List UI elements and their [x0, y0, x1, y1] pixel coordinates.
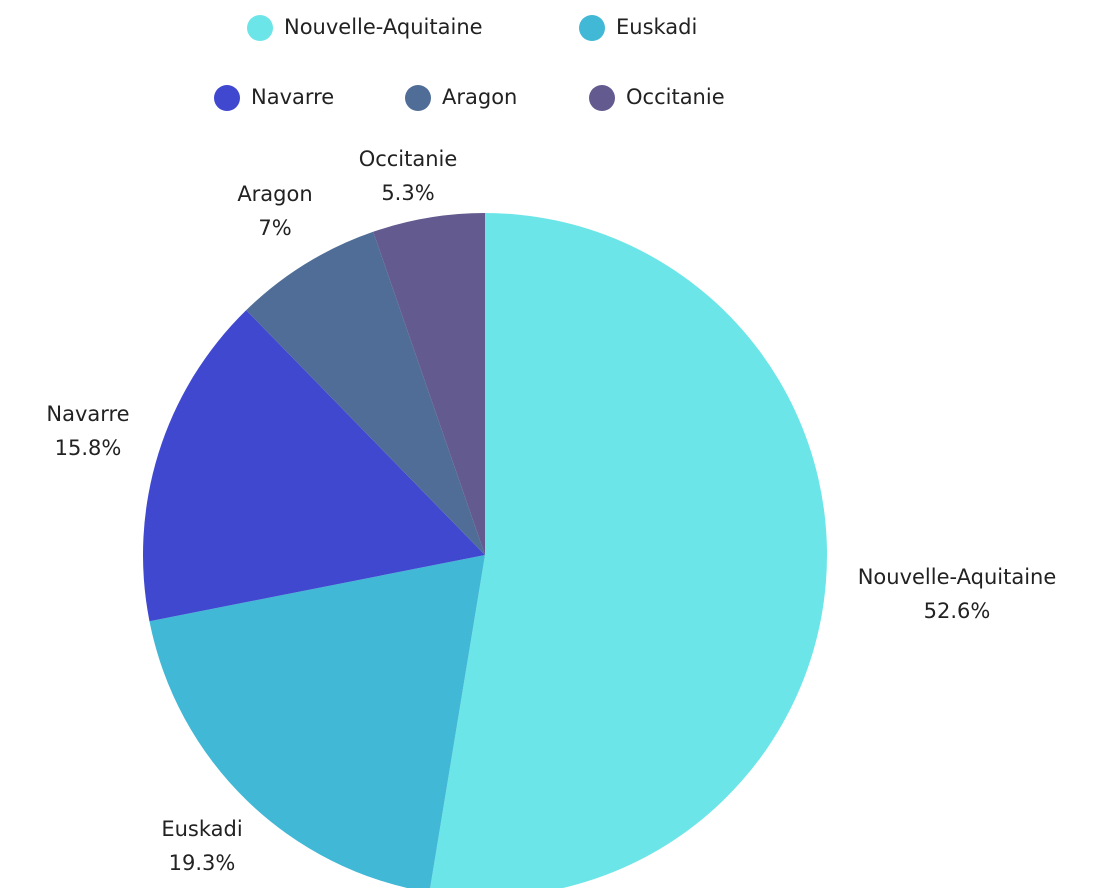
pie-slice	[246, 231, 485, 555]
pie-slice	[430, 213, 827, 888]
slice-label: Nouvelle-Aquitaine	[858, 565, 1057, 589]
legend-label: Euskadi	[616, 15, 697, 39]
legend-label: Occitanie	[626, 85, 725, 109]
pie-slice	[149, 555, 485, 888]
slice-value-label: 7%	[258, 216, 291, 240]
legend-label: Navarre	[251, 85, 334, 109]
slice-label: Aragon	[237, 182, 312, 206]
legend-label: Nouvelle-Aquitaine	[284, 15, 483, 39]
slice-label: Navarre	[46, 402, 129, 426]
legend-marker	[589, 85, 615, 111]
pie-slice	[143, 310, 486, 622]
slice-value-label: 19.3%	[169, 851, 236, 875]
slice-value-label: 52.6%	[924, 599, 991, 623]
legend-marker	[405, 85, 431, 111]
legend-label: Aragon	[442, 85, 517, 109]
legend-marker	[214, 85, 240, 111]
legend-marker	[247, 15, 273, 41]
legend-marker	[579, 15, 605, 41]
slice-label: Occitanie	[359, 147, 458, 171]
pie-slice	[373, 213, 485, 555]
slice-label: Euskadi	[161, 817, 242, 841]
slice-value-label: 5.3%	[381, 181, 434, 205]
slice-value-label: 15.8%	[55, 436, 122, 460]
